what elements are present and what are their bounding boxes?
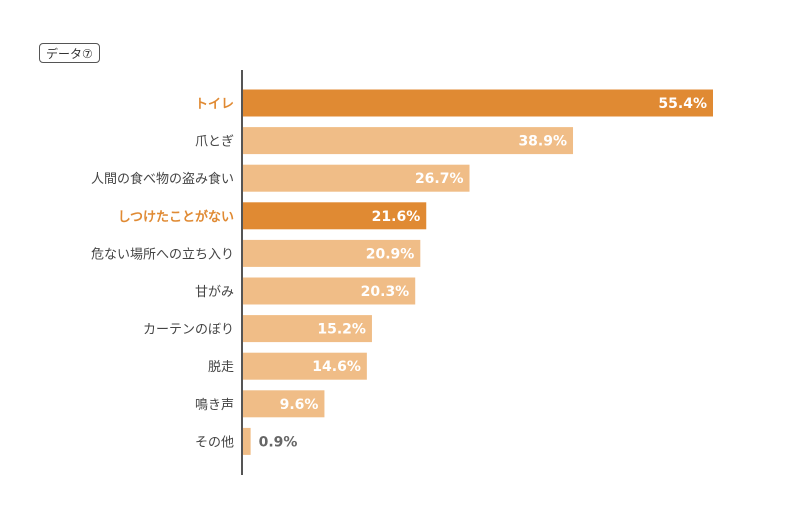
bar-8 <box>243 352 367 380</box>
bar-10 <box>243 427 251 455</box>
value-label-9: 9.6% <box>280 397 319 413</box>
category-label-4: しつけたことがない <box>118 209 234 225</box>
category-label-8: 脱走 <box>208 360 234 375</box>
category-label-6: 甘がみ <box>195 285 234 300</box>
bar-3 <box>243 164 470 192</box>
bar-7 <box>243 315 372 343</box>
value-label-7: 15.2% <box>317 322 366 338</box>
bar-1 <box>243 89 713 117</box>
category-label-9: 鳴き声 <box>195 398 234 413</box>
category-label-3: 人間の食べ物の盗み食い <box>91 171 234 187</box>
value-label-3: 26.7% <box>415 171 464 187</box>
value-label-8: 14.6% <box>312 359 361 375</box>
category-label-10: その他 <box>195 435 234 450</box>
bar-6 <box>243 277 416 305</box>
category-label-7: カーテンのぼり <box>143 323 234 338</box>
value-label-2: 38.9% <box>518 134 567 150</box>
bar-2 <box>243 127 574 155</box>
bars-group: トイレ 55.4% 爪とぎ 38.9% 人間の食べ物の盗み食い 26.7% しつけたことがな… <box>91 89 713 455</box>
value-label-5: 20.9% <box>366 246 415 262</box>
data-badge: データ⑦ <box>39 43 100 63</box>
value-label-4: 21.6% <box>372 209 421 225</box>
category-label-5: 危ない場所への立ち入り <box>91 247 234 262</box>
bar-9 <box>243 390 325 418</box>
category-label-2: 爪とぎ <box>195 135 234 150</box>
value-label-6: 20.3% <box>361 284 410 300</box>
category-label-1: トイレ <box>195 97 234 112</box>
value-label-1: 55.4% <box>658 96 707 112</box>
bar-4 <box>243 202 427 230</box>
value-label-10: 0.9% <box>259 434 298 450</box>
bar-5 <box>243 239 421 267</box>
